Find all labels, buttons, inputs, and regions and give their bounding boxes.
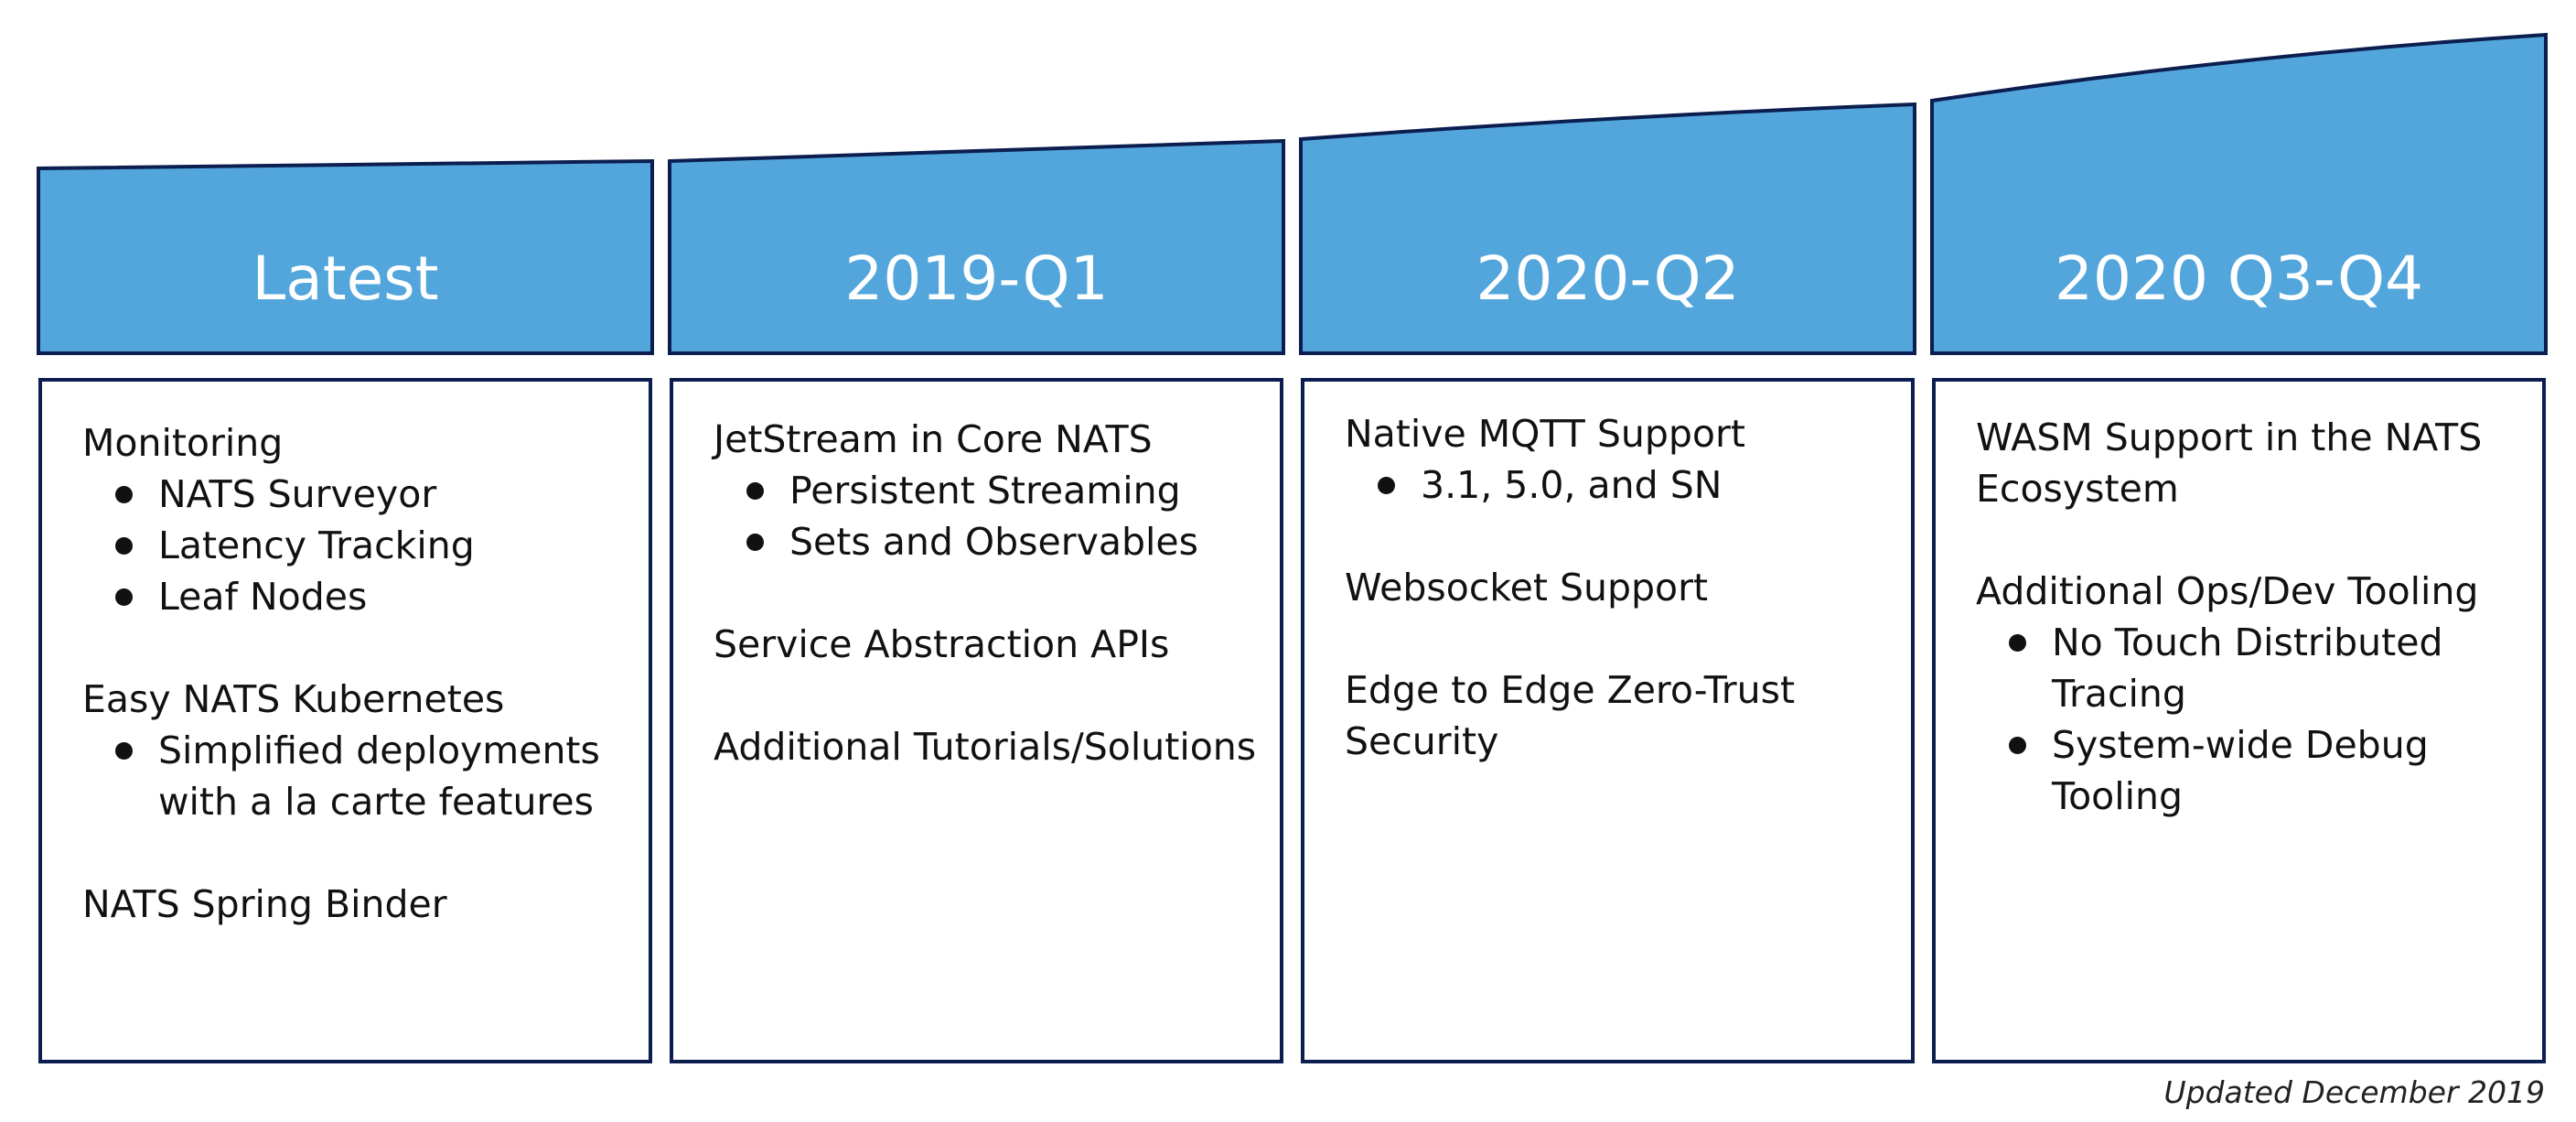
bullet-text: No Touch Distributed Tracing <box>2052 620 2443 716</box>
bullet-text: 3.1, 5.0, and SN <box>1421 463 1723 507</box>
bullet-item: Sets and Observables <box>714 516 1263 567</box>
bullet-item: 3.1, 5.0, and SN <box>1345 459 1894 511</box>
section-title: Easy NATS Kubernetes <box>82 677 505 721</box>
section-title: Service Abstraction APIs <box>714 622 1170 666</box>
section-title: JetStream in Core NATS <box>714 417 1153 461</box>
column-card-content: WASM Support in the NATS Ecosystem Additi… <box>1976 412 2526 822</box>
roadmap-section: Additional Tutorials/Solutions <box>714 721 1263 772</box>
section-title: NATS Spring Binder <box>82 882 447 926</box>
roadmap-section: NATS Spring Binder <box>82 879 632 930</box>
roadmap-section: JetStream in Core NATS Persistent Streami… <box>714 414 1263 567</box>
section-title: Websocket Support <box>1345 566 1709 610</box>
bullet-text: Simplified deployments with a la carte f… <box>158 728 600 824</box>
bullet-item: Persistent Streaming <box>714 465 1263 516</box>
bullet-list: Simplified deployments with a la carte f… <box>82 725 632 827</box>
column-card-4: WASM Support in the NATS Ecosystem Additi… <box>1932 378 2546 1063</box>
bullet-item: NATS Surveyor <box>82 469 632 520</box>
bullet-item: System-wide Debug Tooling <box>1976 719 2526 822</box>
column-header-label-4: 2020 Q3-Q4 <box>2054 243 2424 314</box>
bullet-list: Persistent Streaming Sets and Observables <box>714 465 1263 567</box>
roadmap-section: Easy NATS Kubernetes Simplified deploymen… <box>82 674 632 827</box>
footer-note: Updated December 2019 <box>2163 1074 2545 1110</box>
column-header-shape-2 <box>668 138 1285 355</box>
bullet-item: Latency Tracking <box>82 520 632 571</box>
bullet-item: Simplified deployments with a la carte f… <box>82 725 632 827</box>
bullet-text: Persistent Streaming <box>789 469 1181 512</box>
bullet-dot-icon <box>746 482 764 500</box>
bullet-list: 3.1, 5.0, and SN <box>1345 459 1894 511</box>
roadmap-section: Additional Ops/Dev Tooling No Touch Distr… <box>1976 566 2526 822</box>
bullet-text: Latency Tracking <box>158 523 475 567</box>
section-title: Additional Tutorials/Solutions <box>714 725 1257 769</box>
bullet-text: System-wide Debug Tooling <box>2052 723 2429 818</box>
bullet-item: No Touch Distributed Tracing <box>1976 617 2526 719</box>
column-card-1: Monitoring NATS Surveyor Latency Tracking L… <box>38 378 652 1063</box>
roadmap-section: Native MQTT Support 3.1, 5.0, and SN <box>1345 408 1894 511</box>
bullet-dot-icon <box>115 588 133 606</box>
column-header-label-3: 2020-Q2 <box>1476 243 1740 314</box>
roadmap-section: Service Abstraction APIs <box>714 619 1263 670</box>
roadmap-section: Edge to Edge Zero-Trust Security <box>1345 664 1894 767</box>
bullet-list: No Touch Distributed Tracing System-wide … <box>1976 617 2526 822</box>
bullet-dot-icon <box>115 742 133 760</box>
column-card-content: JetStream in Core NATS Persistent Streami… <box>714 414 1263 772</box>
bullet-dot-icon <box>2009 634 2026 652</box>
bullet-dot-icon <box>746 534 764 551</box>
bullet-dot-icon <box>115 486 133 503</box>
column-header-label-2: 2019-Q1 <box>844 243 1109 314</box>
bullet-text: Leaf Nodes <box>158 575 368 619</box>
column-card-3: Native MQTT Support 3.1, 5.0, and SN Webso… <box>1301 378 1915 1063</box>
bullet-list: NATS Surveyor Latency Tracking Leaf Nodes <box>82 469 632 622</box>
bullet-dot-icon <box>2009 737 2026 754</box>
column-card-content: Native MQTT Support 3.1, 5.0, and SN Webso… <box>1345 408 1894 767</box>
section-title: Edge to Edge Zero-Trust Security <box>1345 668 1796 763</box>
bullet-dot-icon <box>1378 477 1395 494</box>
column-header-shape-3 <box>1299 102 1916 355</box>
bullet-item: Leaf Nodes <box>82 571 632 622</box>
roadmap-section: WASM Support in the NATS Ecosystem <box>1976 412 2526 514</box>
column-header-label-1: Latest <box>252 243 439 314</box>
section-title: Additional Ops/Dev Tooling <box>1976 569 2479 613</box>
roadmap-section: Monitoring NATS Surveyor Latency Tracking L… <box>82 417 632 622</box>
column-header-shape-4 <box>1930 32 2548 355</box>
column-card-content: Monitoring NATS Surveyor Latency Tracking L… <box>82 417 632 930</box>
roadmap-section: Websocket Support <box>1345 562 1894 613</box>
section-title: Native MQTT Support <box>1345 412 1745 456</box>
section-title: Monitoring <box>82 421 284 465</box>
bullet-dot-icon <box>115 537 133 555</box>
column-header-shape-1 <box>37 158 654 355</box>
bullet-text: Sets and Observables <box>789 520 1199 564</box>
bullet-text: NATS Surveyor <box>158 472 437 516</box>
column-card-2: JetStream in Core NATS Persistent Streami… <box>670 378 1283 1063</box>
section-title: WASM Support in the NATS Ecosystem <box>1976 415 2483 511</box>
